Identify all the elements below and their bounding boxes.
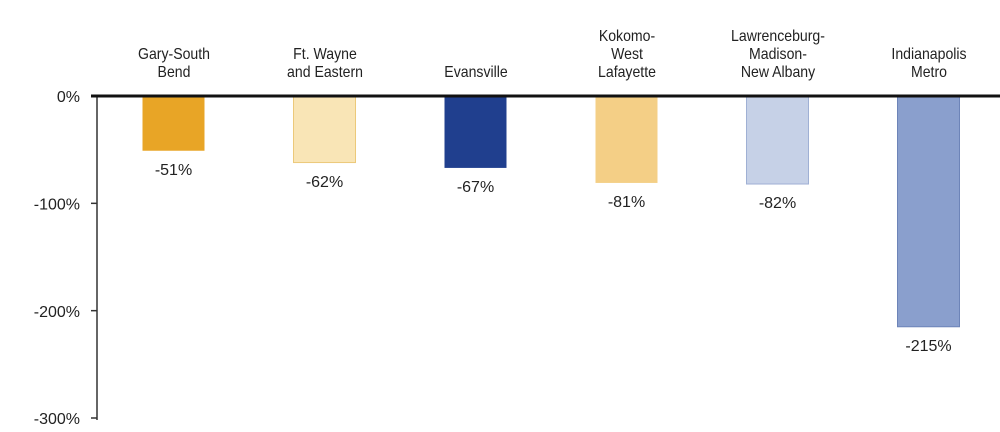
bar	[142, 96, 205, 151]
bar	[746, 95, 809, 185]
value-label: -81%	[608, 194, 645, 211]
bar	[595, 96, 658, 183]
bar	[293, 95, 356, 164]
bar	[897, 95, 960, 328]
y-tick-label: -300%	[34, 411, 80, 428]
y-tick-label: -200%	[34, 304, 80, 321]
value-label: -82%	[759, 195, 796, 212]
category-label: Evansville	[443, 64, 508, 81]
value-label: -215%	[905, 338, 951, 355]
category-label: Indianapolis Metro	[890, 46, 967, 81]
bar	[444, 96, 507, 168]
value-label: -51%	[155, 162, 192, 179]
value-label: -67%	[457, 179, 494, 196]
category-label: Kokomo- West Lafayette	[597, 28, 656, 81]
value-label: -62%	[306, 174, 343, 191]
y-tick-label: -100%	[34, 197, 80, 214]
category-label: Gary-South Bend	[137, 46, 210, 81]
category-label: Lawrenceburg- Madison- New Albany	[730, 28, 825, 81]
y-tick-label: 0%	[57, 89, 80, 106]
category-label: Ft. Wayne and Eastern	[286, 46, 363, 81]
